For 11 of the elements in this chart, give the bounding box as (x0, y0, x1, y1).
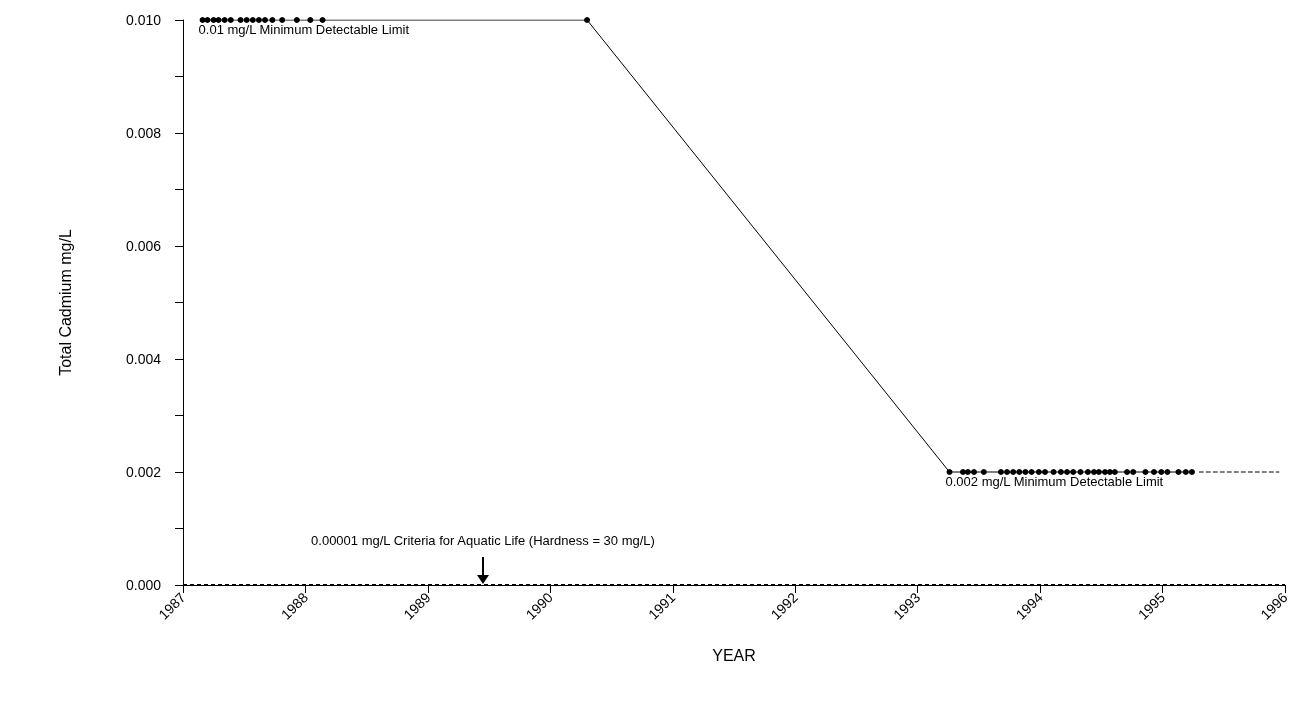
y-tick-label: 0.010 (125, 12, 162, 28)
y-tick-label: 0.000 (125, 577, 162, 593)
annotation: 0.00001 mg/L Criteria for Aquatic Life (Hardness = 30 mg/L) (311, 533, 655, 548)
y-tick-label: 0.006 (125, 238, 162, 254)
annotation: 0.002 mg/L Minimum Detectable Limit (945, 474, 1164, 489)
y-axis-title: Total Cadmium mg/L (56, 229, 74, 376)
y-tick-label: 0.004 (125, 351, 162, 367)
annotation: 0.01 mg/L Minimum Detectable Limit (198, 22, 410, 37)
x-axis-title: YEAR (712, 646, 756, 664)
y-tick-label: 0.002 (125, 464, 162, 480)
y-tick-label: 0.008 (125, 125, 162, 141)
